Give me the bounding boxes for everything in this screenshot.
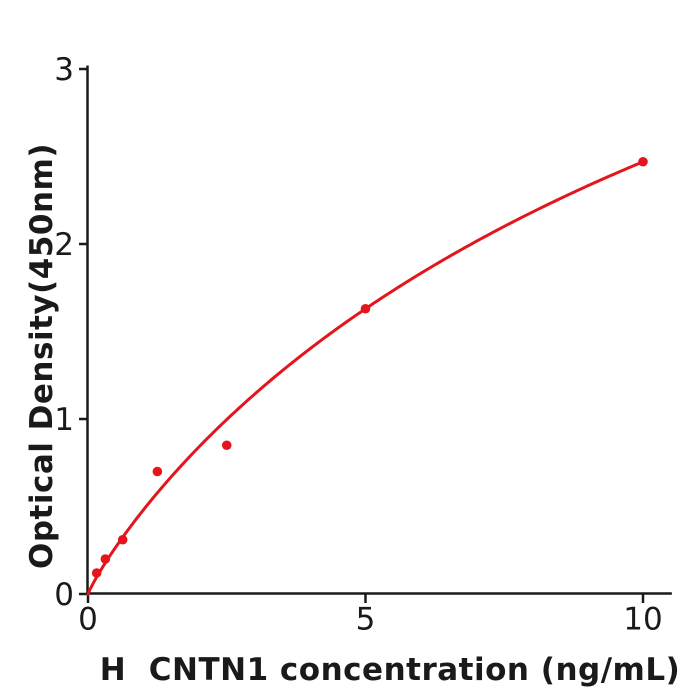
x-tick-label: 0: [78, 601, 98, 637]
data-point-marker: [100, 554, 111, 564]
data-point-marker: [152, 466, 163, 477]
y-tick-label: 0: [54, 577, 74, 613]
data-point-marker: [360, 303, 371, 314]
fit-curve-line: [86, 160, 645, 596]
data-point-marker: [117, 534, 128, 545]
y-tick-label: 2: [54, 227, 74, 263]
data-point-marker: [638, 156, 648, 167]
y-tick-label: 1: [54, 402, 74, 438]
y-tick-label: 3: [54, 52, 74, 88]
x-tick-label: 10: [623, 601, 662, 637]
data-point-marker: [221, 440, 232, 451]
x-tick-label: 5: [356, 601, 376, 637]
data-point-marker: [91, 568, 102, 578]
